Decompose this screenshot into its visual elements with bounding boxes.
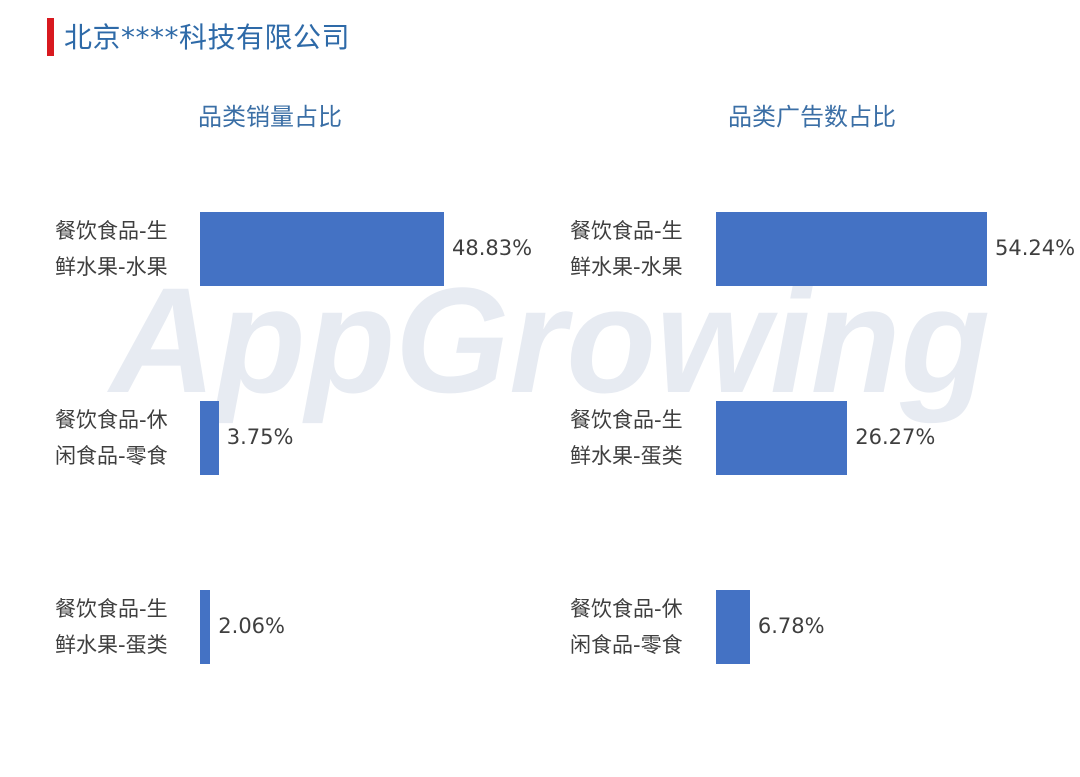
chart-title: 品类销量占比 [198,103,342,131]
bar [716,401,848,475]
category-label: 餐饮食品-休 闲食品-零食 [570,597,683,657]
chart-title: 品类广告数占比 [728,103,896,131]
bar [200,590,211,664]
category-label: 餐饮食品-生 鲜水果-水果 [55,219,168,279]
data-label: 3.75% [226,425,294,449]
data-label: 54.24% [995,236,1076,260]
category-label: 餐饮食品-休 闲食品-零食 [55,408,168,468]
bar [716,212,987,286]
data-label: 48.83% [452,236,533,260]
bar [716,590,750,664]
data-label: 26.27% [855,425,936,449]
page-title: 北京****科技有限公司 [64,21,351,54]
header: 北京****科技有限公司 [0,0,1080,78]
category-label: 餐饮食品-生 鲜水果-蛋类 [570,408,683,468]
category-label: 餐饮食品-生 鲜水果-水果 [570,219,683,279]
header-accent-bar [47,18,54,56]
data-label: 6.78% [757,614,825,638]
category-label: 餐饮食品-生 鲜水果-蛋类 [55,597,168,657]
bar [200,401,219,475]
data-label: 2.06% [218,614,285,638]
bar [200,212,444,286]
